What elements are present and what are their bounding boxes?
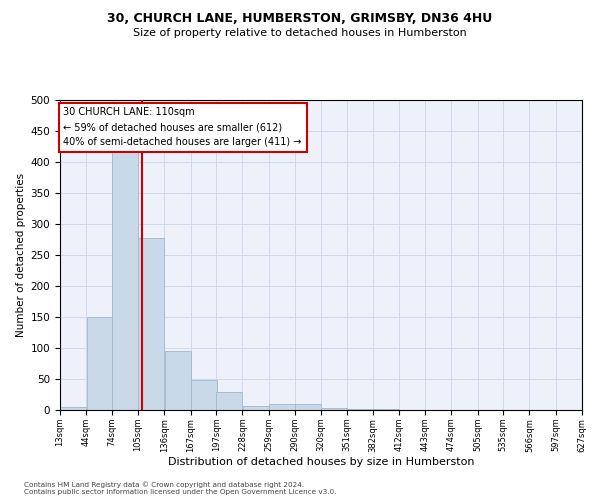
Text: Size of property relative to detached houses in Humberston: Size of property relative to detached ho…: [133, 28, 467, 38]
Bar: [112, 150, 138, 410]
Bar: [217, 392, 242, 410]
Text: Contains HM Land Registry data © Crown copyright and database right 2024.: Contains HM Land Registry data © Crown c…: [24, 481, 304, 488]
Bar: [269, 404, 295, 410]
Bar: [347, 409, 373, 410]
Bar: [139, 238, 164, 410]
X-axis label: Distribution of detached houses by size in Humberston: Distribution of detached houses by size …: [168, 457, 474, 467]
Bar: [295, 404, 321, 410]
Bar: [86, 317, 112, 410]
Bar: [242, 406, 269, 410]
Bar: [321, 408, 347, 410]
Text: 30 CHURCH LANE: 110sqm
← 59% of detached houses are smaller (612)
40% of semi-de: 30 CHURCH LANE: 110sqm ← 59% of detached…: [64, 108, 302, 147]
Bar: [164, 351, 191, 410]
Bar: [60, 407, 86, 410]
Text: Contains public sector information licensed under the Open Government Licence v3: Contains public sector information licen…: [24, 489, 337, 495]
Text: 30, CHURCH LANE, HUMBERSTON, GRIMSBY, DN36 4HU: 30, CHURCH LANE, HUMBERSTON, GRIMSBY, DN…: [107, 12, 493, 26]
Y-axis label: Number of detached properties: Number of detached properties: [16, 173, 26, 337]
Bar: [191, 380, 217, 410]
